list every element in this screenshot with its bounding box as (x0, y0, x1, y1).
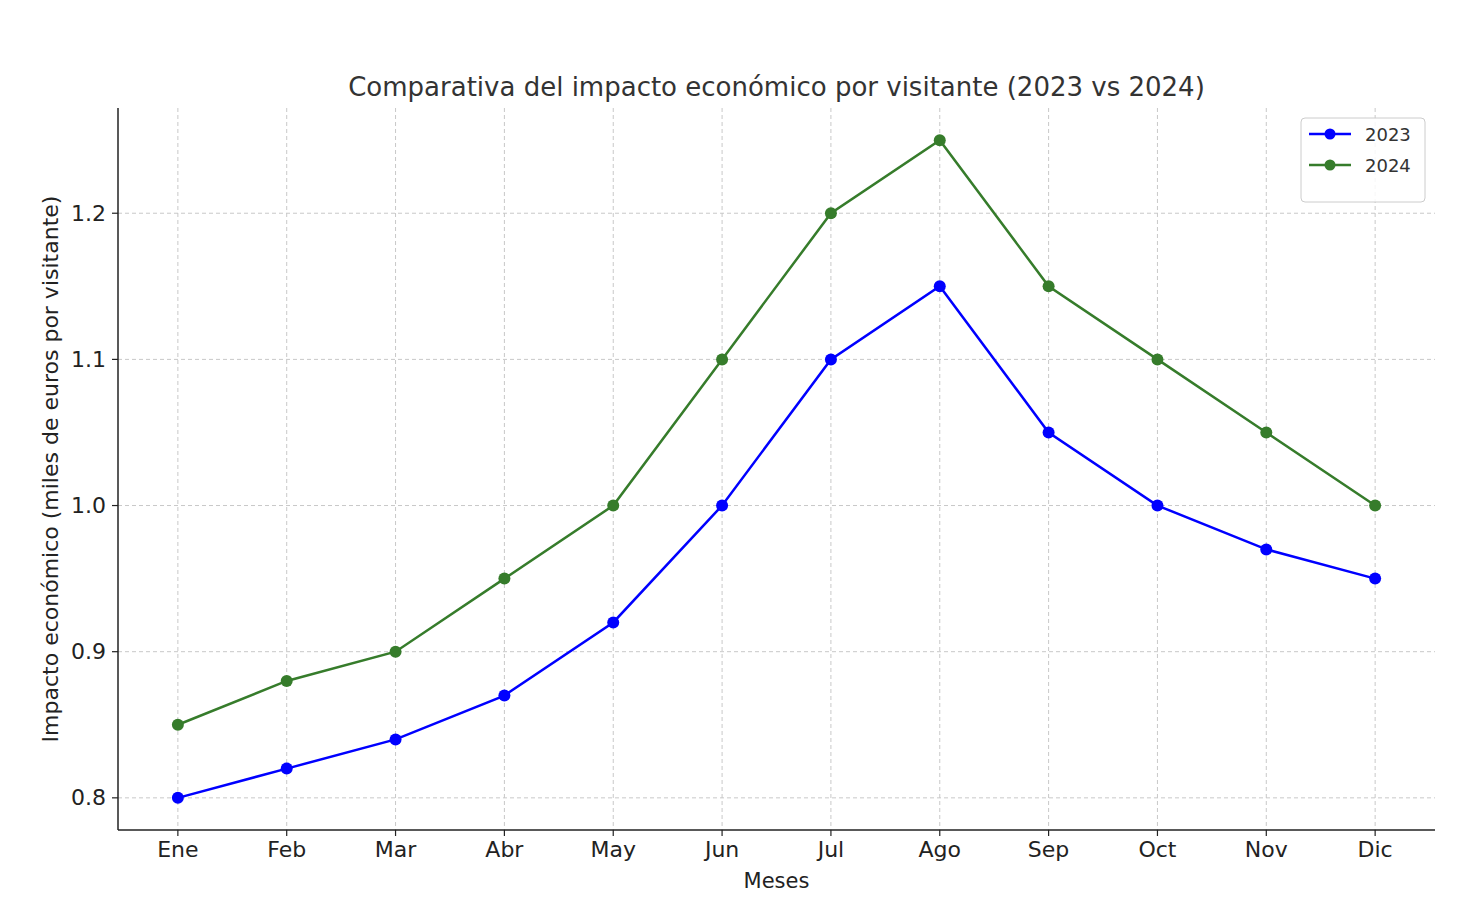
y-tick-label: 1.0 (71, 493, 106, 518)
x-tick (830, 830, 831, 836)
x-tick (1157, 830, 1158, 836)
x-tick-label: Sep (1028, 837, 1069, 862)
legend: 2023 2024 (1301, 118, 1425, 202)
y-tick (112, 651, 118, 652)
x-tick (721, 830, 722, 836)
point (1043, 426, 1055, 438)
y-axis-line (117, 108, 119, 830)
point (498, 690, 510, 702)
x-tick-label: Oct (1138, 837, 1176, 862)
x-axis-label: Meses (744, 869, 810, 893)
x-grid-line (286, 108, 287, 830)
legend-marker (1325, 160, 1336, 171)
y-grid-line (118, 359, 1435, 360)
x-tick (1048, 830, 1049, 836)
x-grid-line (395, 108, 396, 830)
x-grid-line (1157, 108, 1158, 830)
x-tick (286, 830, 287, 836)
point (1043, 280, 1055, 292)
x-tick-label: Nov (1245, 837, 1288, 862)
point (390, 646, 402, 658)
y-grid-line (118, 505, 1435, 506)
plot-area (172, 134, 1381, 804)
x-tick (395, 830, 396, 836)
point (1369, 573, 1381, 585)
point (1151, 353, 1163, 365)
point (1260, 543, 1272, 555)
x-tick-label: Jun (703, 837, 739, 862)
series (172, 134, 1381, 731)
point (1151, 500, 1163, 512)
point (498, 573, 510, 585)
point (934, 134, 946, 146)
x-grid-line (722, 108, 723, 830)
x-tick (177, 830, 178, 836)
x-grid-line (1375, 108, 1376, 830)
x-tick-label: Mar (375, 837, 417, 862)
y-tick-label: 0.8 (71, 785, 106, 810)
point (607, 616, 619, 628)
legend-marker (1325, 129, 1336, 140)
point (281, 675, 293, 687)
y-grid-line (118, 213, 1435, 214)
x-grid-line (1266, 108, 1267, 830)
y-axis-label: Impacto económico (miles de euros por vi… (38, 196, 63, 743)
point (281, 763, 293, 775)
x-tick-label: Ene (157, 837, 198, 862)
x-tick-label: Abr (485, 837, 524, 862)
x-tick-label: Jul (816, 837, 845, 862)
chart: 0.8 0.9 1.0 1.1 1.2 Ene Feb Mar Abr May Jun Jul Ago S… (0, 0, 1466, 916)
grid (118, 108, 1435, 830)
x-tick (939, 830, 940, 836)
series-line (178, 286, 1375, 798)
point (172, 792, 184, 804)
x-tick-label: Feb (267, 837, 306, 862)
y-tick-label: 1.1 (71, 347, 106, 372)
y-tick (112, 505, 118, 506)
x-grid-line (613, 108, 614, 830)
series-line (178, 140, 1375, 725)
point (607, 500, 619, 512)
point (716, 500, 728, 512)
legend-label: 2024 (1365, 155, 1411, 176)
x-tick (1266, 830, 1267, 836)
y-tick (112, 213, 118, 214)
x-tick-label: May (590, 837, 635, 862)
y-tick-label: 1.2 (71, 201, 106, 226)
x-grid-line (504, 108, 505, 830)
x-grid-line (939, 108, 940, 830)
x-axis-line (118, 829, 1435, 831)
x-tick (504, 830, 505, 836)
legend-box (1301, 118, 1425, 202)
point (1369, 500, 1381, 512)
point (825, 207, 837, 219)
point (172, 719, 184, 731)
legend-label: 2023 (1365, 124, 1411, 145)
point (825, 353, 837, 365)
x-tick-label: Dic (1358, 837, 1393, 862)
x-tick-label: Ago (919, 837, 961, 862)
x-tick (613, 830, 614, 836)
chart-title: Comparativa del impacto económico por vi… (348, 72, 1205, 102)
point (390, 733, 402, 745)
x-tick (1375, 830, 1376, 836)
y-tick-label: 0.9 (71, 639, 106, 664)
y-grid-line (118, 797, 1435, 798)
y-tick (112, 797, 118, 798)
point (716, 353, 728, 365)
y-tick (112, 359, 118, 360)
series (172, 280, 1381, 804)
point (934, 280, 946, 292)
x-grid-line (1048, 108, 1049, 830)
y-grid-line (118, 651, 1435, 652)
point (1260, 426, 1272, 438)
